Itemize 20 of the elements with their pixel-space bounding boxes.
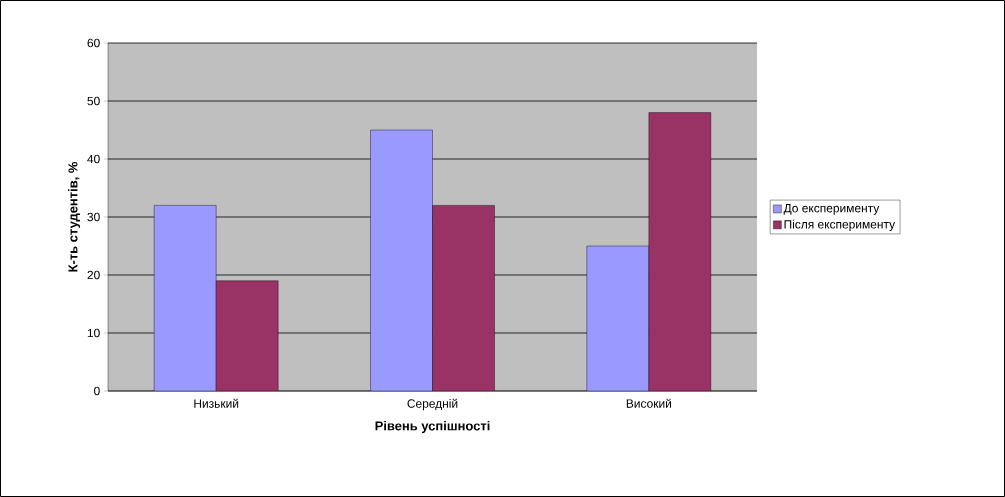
bar — [648, 112, 712, 391]
y-tick-label: 20 — [87, 270, 100, 280]
y-tick-label: 0 — [94, 386, 100, 396]
bar — [586, 245, 650, 391]
bar — [370, 130, 433, 391]
legend-label: Після експерименту — [784, 219, 896, 231]
bar — [154, 205, 217, 391]
legend-label: До експерименту — [783, 204, 880, 215]
y-tick-label: 60 — [87, 38, 100, 48]
y-tick-label: 50 — [87, 96, 100, 106]
bar — [216, 280, 279, 391]
x-axis-title: Рівень успішності — [375, 420, 490, 434]
y-tick-label: 30 — [87, 212, 100, 222]
x-tick-label: Високий — [626, 398, 672, 408]
y-tick-label: 40 — [87, 154, 100, 164]
y-axis-title: К-ть студентів, % — [68, 161, 81, 272]
x-tick-label: Низький — [194, 398, 239, 408]
x-tick-label: Середній — [407, 398, 458, 411]
y-tick-label: 10 — [87, 328, 100, 338]
bar — [432, 205, 495, 391]
